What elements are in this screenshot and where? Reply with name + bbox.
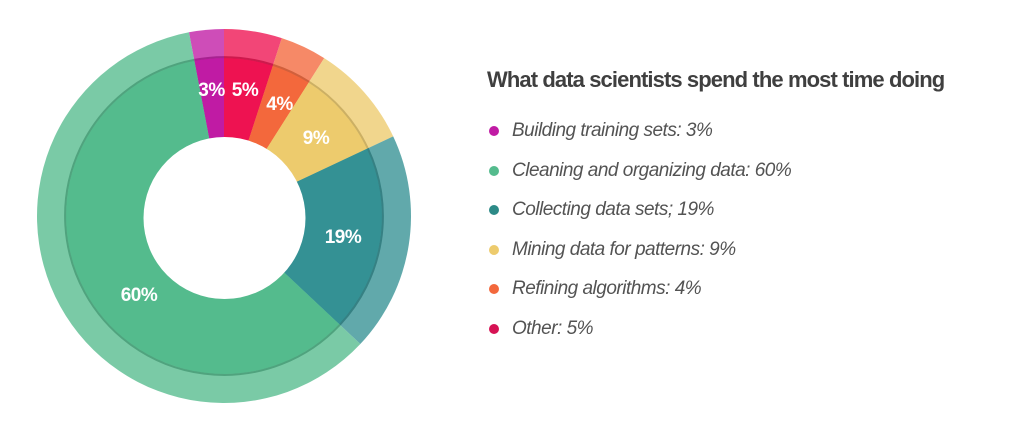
svg-text:9%: 9% [303, 128, 330, 149]
svg-text:5%: 5% [232, 80, 259, 101]
svg-text:60%: 60% [121, 285, 158, 306]
svg-text:4%: 4% [266, 94, 293, 115]
svg-text:3%: 3% [198, 80, 225, 101]
svg-text:19%: 19% [325, 227, 362, 248]
